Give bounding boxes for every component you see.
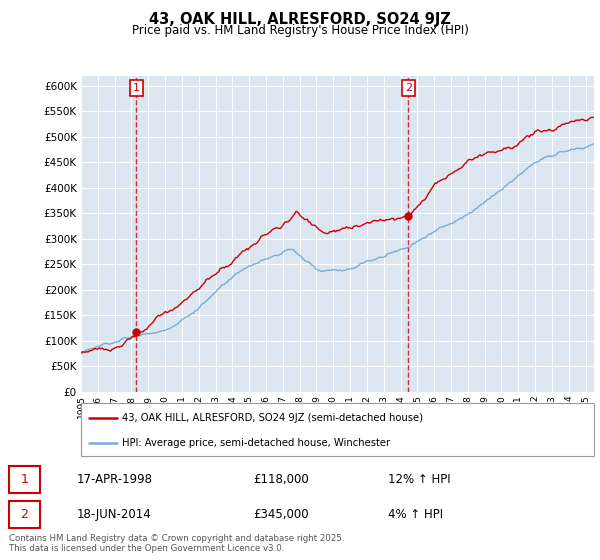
Text: 4% ↑ HPI: 4% ↑ HPI bbox=[388, 508, 443, 521]
FancyBboxPatch shape bbox=[81, 403, 594, 456]
Text: 1: 1 bbox=[133, 83, 140, 94]
Text: 17-APR-1998: 17-APR-1998 bbox=[77, 473, 152, 486]
Text: 2: 2 bbox=[20, 508, 28, 521]
Text: HPI: Average price, semi-detached house, Winchester: HPI: Average price, semi-detached house,… bbox=[122, 437, 390, 447]
Text: £345,000: £345,000 bbox=[253, 508, 308, 521]
Text: 2: 2 bbox=[405, 83, 412, 94]
FancyBboxPatch shape bbox=[9, 466, 40, 493]
Text: 43, OAK HILL, ALRESFORD, SO24 9JZ: 43, OAK HILL, ALRESFORD, SO24 9JZ bbox=[149, 12, 451, 27]
FancyBboxPatch shape bbox=[9, 501, 40, 528]
Text: Contains HM Land Registry data © Crown copyright and database right 2025.
This d: Contains HM Land Registry data © Crown c… bbox=[9, 534, 344, 553]
Text: 18-JUN-2014: 18-JUN-2014 bbox=[77, 508, 151, 521]
Text: Price paid vs. HM Land Registry's House Price Index (HPI): Price paid vs. HM Land Registry's House … bbox=[131, 24, 469, 37]
Text: 43, OAK HILL, ALRESFORD, SO24 9JZ (semi-detached house): 43, OAK HILL, ALRESFORD, SO24 9JZ (semi-… bbox=[122, 413, 423, 423]
Text: 1: 1 bbox=[20, 473, 28, 486]
Text: 12% ↑ HPI: 12% ↑ HPI bbox=[388, 473, 451, 486]
Text: £118,000: £118,000 bbox=[253, 473, 309, 486]
